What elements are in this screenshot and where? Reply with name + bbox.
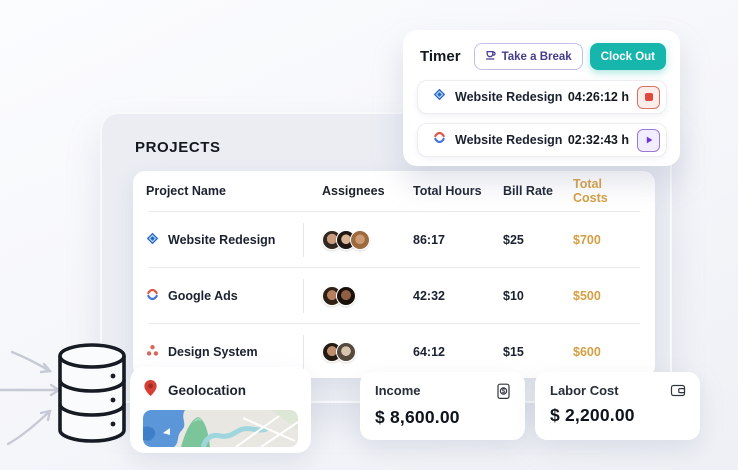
labor-cost-card: Labor Cost $ 2,200.00 xyxy=(535,372,700,440)
income-card: Income $ $ 8,600.00 xyxy=(360,372,525,440)
three-dots-icon xyxy=(146,344,159,360)
total-costs-value: $700 xyxy=(573,232,601,247)
map-pin-icon xyxy=(143,379,158,402)
svg-text:$: $ xyxy=(502,389,506,395)
projects-section-title: PROJECTS xyxy=(135,139,221,156)
project-name: Website Redesign xyxy=(168,232,276,247)
table-header-row: Project Name Assignees Total Hours Bill … xyxy=(133,171,655,211)
sync-chevrons-icon xyxy=(433,131,446,149)
play-icon xyxy=(646,136,652,144)
column-header-assignees: Assignees xyxy=(322,184,385,198)
timer-project-name: Website Redesign xyxy=(455,133,563,147)
assignee-avatars xyxy=(322,341,356,362)
divider xyxy=(148,211,640,212)
timer-card: Timer Take a Break Clock Out Website Red… xyxy=(403,30,680,166)
timer-title: Timer xyxy=(420,48,461,65)
geolocation-card: Geolocation xyxy=(130,367,311,453)
total-hours-value: 42:32 xyxy=(413,288,445,303)
assignee-avatars xyxy=(322,285,356,306)
table-row[interactable]: Google Ads 42:32 $10 $500 xyxy=(133,268,655,323)
assignee-avatars xyxy=(322,229,370,250)
projects-table-card: Project Name Assignees Total Hours Bill … xyxy=(133,171,655,378)
geolocation-label: Geolocation xyxy=(168,383,247,398)
diamond-icon xyxy=(433,88,446,106)
clock-out-button[interactable]: Clock Out xyxy=(589,43,666,70)
bill-rate-value: $10 xyxy=(503,288,524,303)
table-row[interactable]: Website Redesign 86:17 $25 $700 xyxy=(133,212,655,267)
timer-project-name: Website Redesign xyxy=(455,90,563,104)
coffee-cup-icon xyxy=(485,49,497,64)
table-row[interactable]: Design System 64:12 $15 $600 xyxy=(133,324,655,378)
project-name: Design System xyxy=(168,344,258,359)
database-sync-graphic xyxy=(0,343,126,446)
column-header-bill-rate: Bill Rate xyxy=(503,184,554,198)
column-header-total-hours: Total Hours xyxy=(413,184,482,198)
receipt-dollar-icon: $ xyxy=(496,383,511,405)
map-thumbnail xyxy=(143,410,298,447)
wallet-icon xyxy=(670,383,686,403)
assignee-avatar xyxy=(350,229,370,250)
stop-icon xyxy=(644,93,653,101)
bill-rate-value: $15 xyxy=(503,344,524,359)
timer-entry[interactable]: Website Redesign 02:32:43 h xyxy=(417,123,667,157)
take-a-break-button[interactable]: Take a Break xyxy=(473,43,583,70)
stop-timer-button[interactable] xyxy=(637,85,660,109)
assignee-avatar xyxy=(336,341,356,362)
diamond-icon xyxy=(146,232,159,248)
database-icon xyxy=(58,343,126,443)
project-name: Google Ads xyxy=(168,288,238,303)
labor-cost-amount: $ 2,200.00 xyxy=(550,405,635,425)
total-hours-value: 64:12 xyxy=(413,344,445,359)
labor-cost-label: Labor Cost xyxy=(550,383,619,398)
play-timer-button[interactable] xyxy=(637,128,660,152)
timer-elapsed-time: 02:32:43 h xyxy=(567,133,629,147)
income-amount: $ 8,600.00 xyxy=(375,407,460,427)
divider xyxy=(148,267,640,268)
bill-rate-value: $25 xyxy=(503,232,524,247)
divider xyxy=(148,323,640,324)
column-header-project-name: Project Name xyxy=(146,184,226,198)
sync-chevrons-icon xyxy=(146,288,159,304)
total-hours-value: 86:17 xyxy=(413,232,445,247)
timer-elapsed-time: 04:26:12 h xyxy=(567,90,629,104)
timer-entry[interactable]: Website Redesign 04:26:12 h xyxy=(417,80,667,114)
column-header-total-costs: Total Costs xyxy=(573,177,608,205)
inflow-arrows-icon xyxy=(0,350,62,446)
total-costs-value: $600 xyxy=(573,344,601,359)
total-costs-value: $500 xyxy=(573,288,601,303)
assignee-avatar xyxy=(336,285,356,306)
income-label: Income xyxy=(375,383,421,398)
